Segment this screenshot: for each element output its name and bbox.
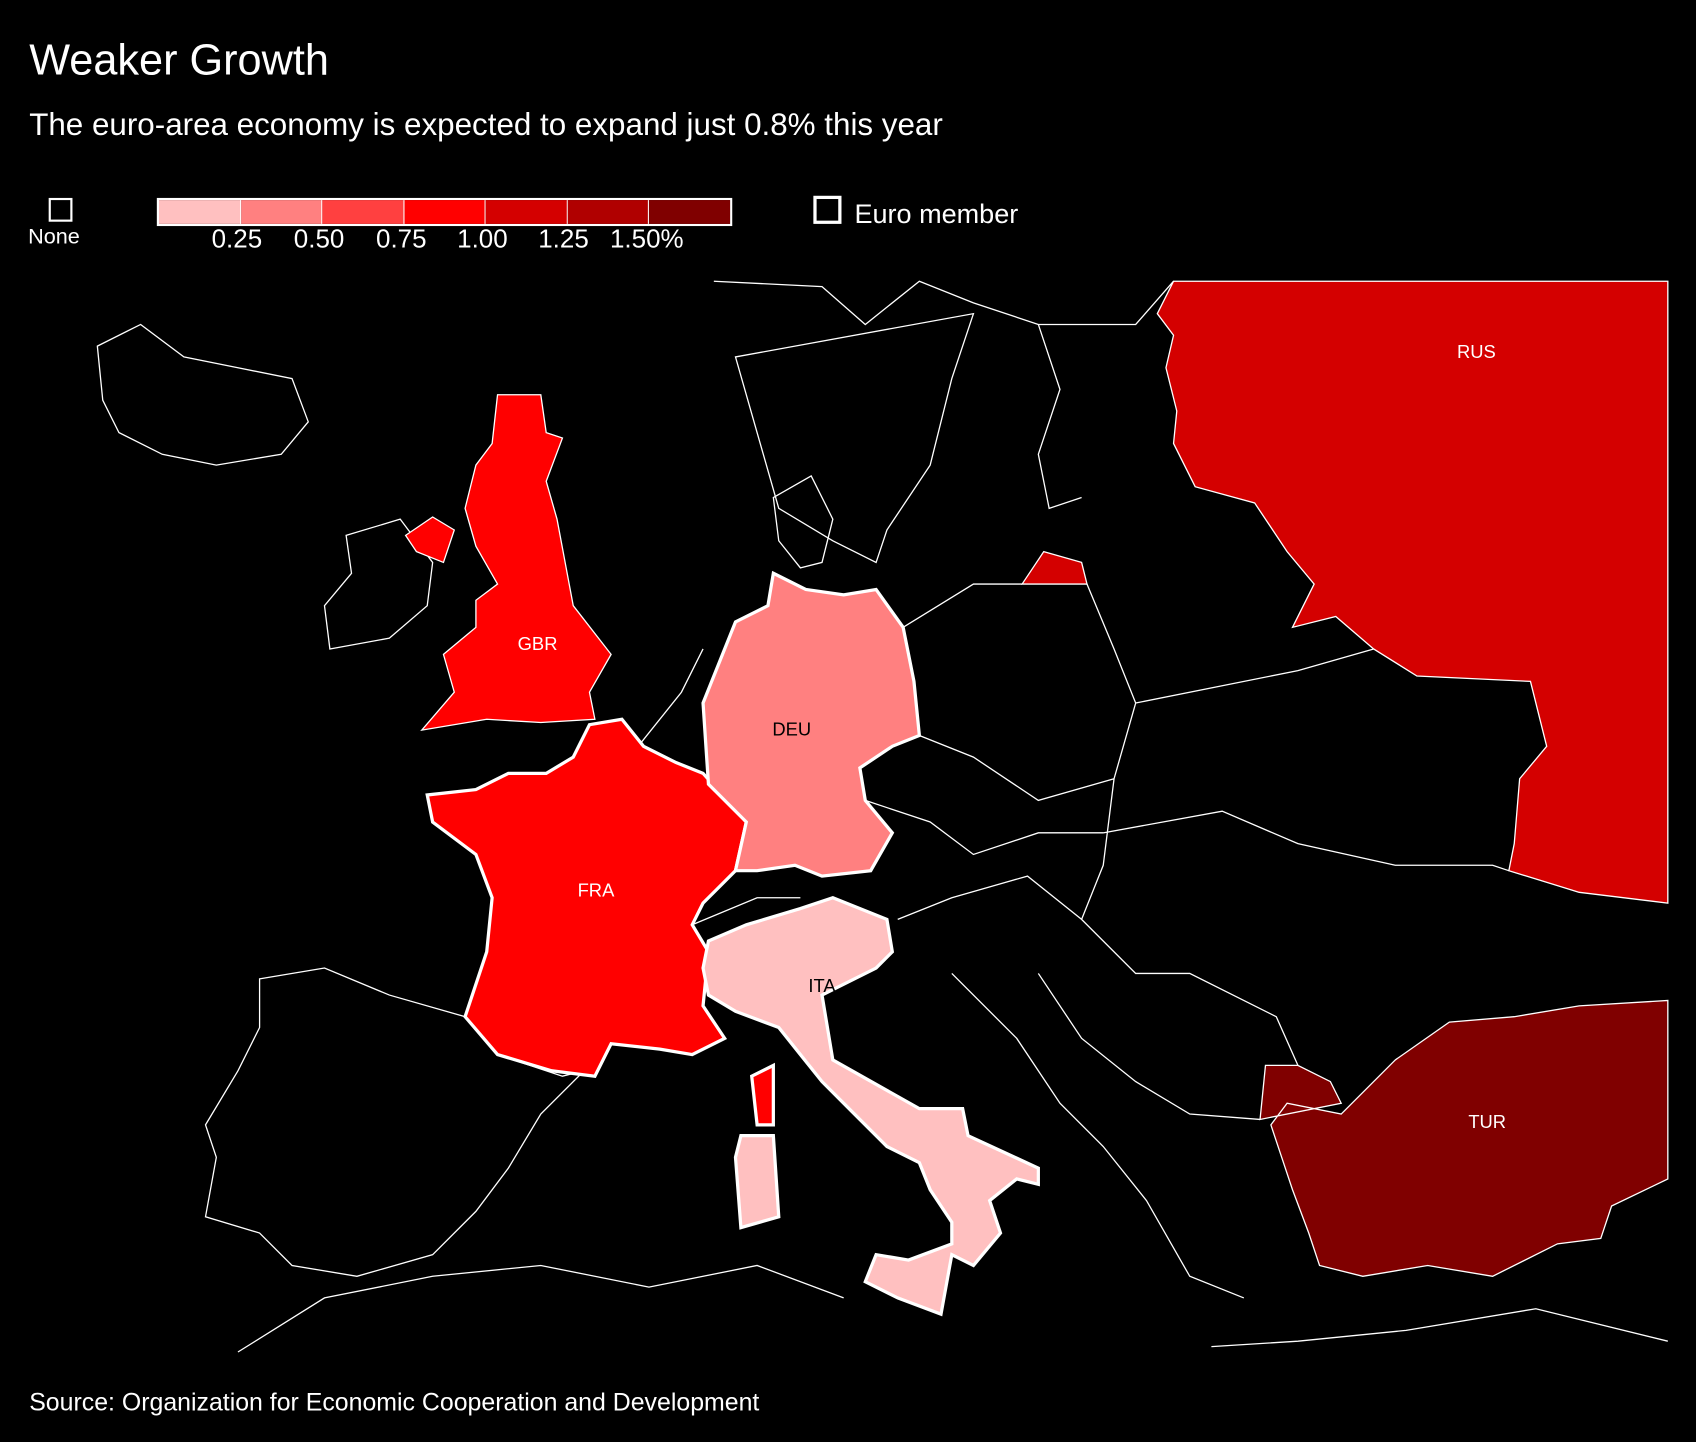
country-deu [701, 570, 922, 878]
country-rus [1156, 280, 1669, 904]
iceland-outline [96, 323, 309, 466]
legend-tick: 1.25 [538, 224, 589, 255]
legend-swatch [240, 200, 323, 224]
legend-swatch [649, 200, 731, 224]
denmark-outline [772, 475, 834, 569]
legend-swatch [404, 200, 486, 224]
legend-tick: 0.50 [293, 224, 345, 255]
legend-swatch [158, 200, 241, 224]
legend-euro-member-swatch [813, 195, 842, 224]
label-ita: ITA [808, 975, 836, 996]
country-tur [1259, 999, 1669, 1277]
label-deu: DEU [772, 718, 811, 739]
euro-member-countries [425, 570, 1040, 1317]
legend-swatch [567, 200, 650, 224]
country-ita [701, 896, 1040, 1317]
label-gbr: GBR [518, 633, 558, 654]
label-tur: TUR [1468, 1111, 1506, 1132]
label-fra: FRA [578, 880, 615, 901]
legend-swatch [322, 200, 405, 224]
country-rus-kaliningrad [1020, 550, 1088, 585]
legend-none-swatch [48, 197, 73, 222]
label-rus: RUS [1457, 341, 1496, 362]
scandinavia-outline [713, 280, 1175, 564]
central-europe-borders [637, 583, 1510, 1299]
chart-subtitle: The euro-area economy is expected to exp… [29, 108, 943, 143]
chart-title: Weaker Growth [29, 36, 329, 85]
source-note: Source: Organization for Economic Cooper… [29, 1387, 760, 1416]
legend-tick: 0.75 [376, 224, 427, 255]
north-africa-coast [237, 1264, 1668, 1353]
legend-swatch [485, 200, 568, 224]
other-country-outlines [96, 280, 1668, 1353]
legend-color-scale [156, 197, 733, 227]
legend-tick: 1.00 [457, 224, 508, 255]
legend-tick: 1.50% [609, 224, 684, 255]
legend-euro-member-label: Euro member [854, 199, 1019, 230]
legend-tick: 0.25 [211, 224, 263, 255]
legend-none-label: None [28, 224, 80, 249]
country-gbr [404, 394, 612, 732]
